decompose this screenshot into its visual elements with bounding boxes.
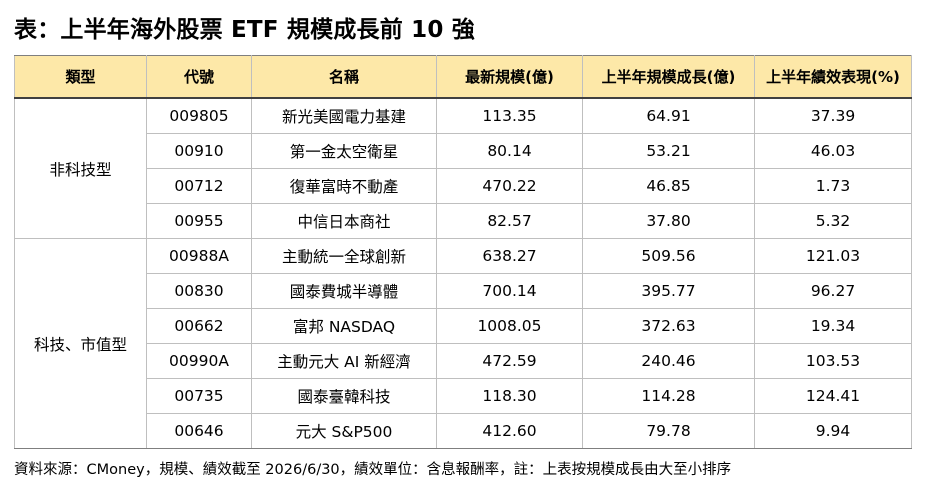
performance: 103.53 <box>754 343 912 379</box>
etf-name: 復華富時不動產 <box>251 168 437 204</box>
etf-code: 009805 <box>146 97 252 134</box>
category-cell: 科技、市值型 <box>14 238 147 449</box>
size-growth: 509.56 <box>582 238 755 274</box>
latest-size: 80.14 <box>436 133 583 169</box>
performance: 96.27 <box>754 273 912 309</box>
size-growth: 372.63 <box>582 308 755 344</box>
table-row: 00990A 主動元大 AI 新經濟 472.59 240.46 103.53 <box>15 343 912 379</box>
size-growth: 79.78 <box>582 413 755 449</box>
latest-size: 1008.05 <box>436 308 583 344</box>
category-cell: 非科技型 <box>14 97 147 239</box>
size-growth: 64.91 <box>582 97 755 134</box>
etf-code: 00988A <box>146 238 252 274</box>
performance: 121.03 <box>754 238 912 274</box>
header-name: 名稱 <box>251 55 437 99</box>
size-growth: 114.28 <box>582 378 755 414</box>
table-row: 科技、市值型 00988A 主動統一全球創新 638.27 509.56 121… <box>14 238 912 449</box>
performance: 1.73 <box>754 168 912 204</box>
table-header-row: 類型 代號 名稱 最新規模(億) 上半年規模成長(億) 上半年績效表現(%) <box>14 55 912 99</box>
etf-code: 00735 <box>146 378 252 414</box>
etf-code: 00662 <box>146 308 252 344</box>
latest-size: 82.57 <box>436 203 583 239</box>
etf-code: 00830 <box>146 273 252 309</box>
table-row: 00662 富邦 NASDAQ 1008.05 372.63 19.34 <box>15 308 912 344</box>
source-footnote: 資料來源：CMoney，規模、績效截至 2026/6/30，績效單位：含息報酬率… <box>14 462 732 478</box>
etf-code: 00910 <box>146 133 252 169</box>
header-latest-size: 最新規模(億) <box>436 55 583 99</box>
table-row: 00910 第一金太空衛星 80.14 53.21 46.03 <box>15 133 912 169</box>
size-growth: 240.46 <box>582 343 755 379</box>
table-row: 00830 國泰費城半導體 700.14 395.77 96.27 <box>15 273 912 309</box>
latest-size: 118.30 <box>436 378 583 414</box>
etf-name: 中信日本商社 <box>251 203 437 239</box>
etf-name: 國泰費城半導體 <box>251 273 437 309</box>
latest-size: 472.59 <box>436 343 583 379</box>
etf-name: 主動統一全球創新 <box>251 238 437 274</box>
size-growth: 46.85 <box>582 168 755 204</box>
etf-name: 富邦 NASDAQ <box>251 308 437 344</box>
table-row: 非科技型 009805 新光美國電力基建 113.35 64.91 37.39 <box>14 97 912 239</box>
etf-code: 00712 <box>146 168 252 204</box>
performance: 37.39 <box>754 97 912 134</box>
table-row: 00712 復華富時不動產 470.22 46.85 1.73 <box>15 168 912 204</box>
latest-size: 412.60 <box>436 413 583 449</box>
performance: 46.03 <box>754 133 912 169</box>
etf-name: 第一金太空衛星 <box>251 133 437 169</box>
header-code: 代號 <box>146 55 252 99</box>
header-category: 類型 <box>14 55 147 99</box>
etf-name: 主動元大 AI 新經濟 <box>251 343 437 379</box>
etf-code: 00646 <box>146 413 252 449</box>
page-title: 表：上半年海外股票 ETF 規模成長前 10 強 <box>14 17 475 43</box>
latest-size: 638.27 <box>436 238 583 274</box>
size-growth: 37.80 <box>582 203 755 239</box>
size-growth: 395.77 <box>582 273 755 309</box>
latest-size: 700.14 <box>436 273 583 309</box>
header-size-growth: 上半年規模成長(億) <box>582 55 755 99</box>
size-growth: 53.21 <box>582 133 755 169</box>
etf-code: 00955 <box>146 203 252 239</box>
latest-size: 470.22 <box>436 168 583 204</box>
etf-name: 國泰臺韓科技 <box>251 378 437 414</box>
table-row: 00735 國泰臺韓科技 118.30 114.28 124.41 <box>15 378 912 414</box>
etf-code: 00990A <box>146 343 252 379</box>
table-row: 00646 元大 S&P500 412.60 79.78 9.94 <box>15 413 912 449</box>
latest-size: 113.35 <box>436 97 583 134</box>
etf-name: 新光美國電力基建 <box>251 97 437 134</box>
performance: 19.34 <box>754 308 912 344</box>
table-row: 00955 中信日本商社 82.57 37.80 5.32 <box>15 203 912 239</box>
performance: 124.41 <box>754 378 912 414</box>
etf-name: 元大 S&P500 <box>251 413 437 449</box>
performance: 5.32 <box>754 203 912 239</box>
performance: 9.94 <box>754 413 912 449</box>
header-performance: 上半年績效表現(%) <box>754 55 912 99</box>
etf-ranking-table: 類型 代號 名稱 最新規模(億) 上半年規模成長(億) 上半年績效表現(%) 非… <box>14 55 912 449</box>
